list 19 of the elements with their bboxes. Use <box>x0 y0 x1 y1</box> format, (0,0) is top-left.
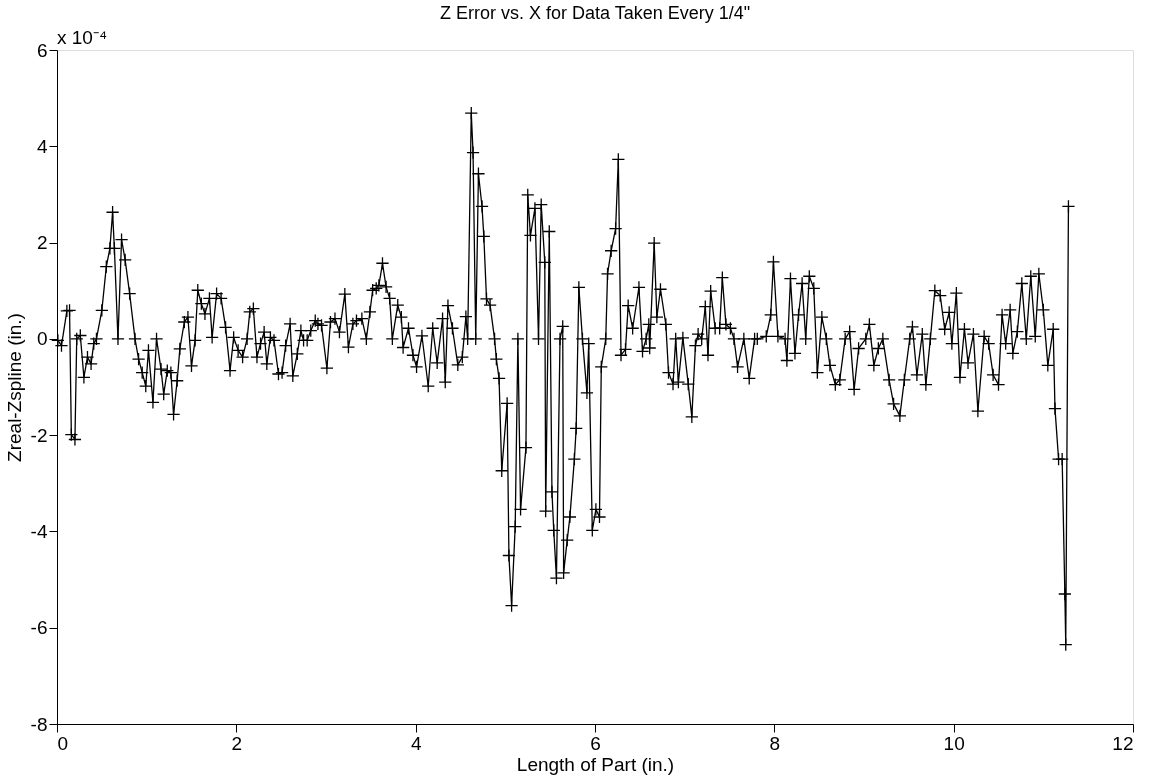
x-tick-label: 6 <box>590 732 601 754</box>
chart-title: Z Error vs. X for Data Taken Every 1/4" <box>439 3 751 23</box>
y-tick-label: -2 <box>30 424 48 446</box>
y-tick-label: 0 <box>36 328 48 350</box>
y-tick-label: -8 <box>30 713 48 735</box>
y-tick-label: 6 <box>36 39 48 61</box>
y-tick-label: 4 <box>36 135 48 157</box>
x-tick-label: 0 <box>57 732 69 754</box>
y-axis-title: Zreal-Zspline (in.) <box>3 313 25 462</box>
x-tick-label: 12 <box>1112 732 1134 754</box>
text: x 10⁻⁴ <box>57 27 108 48</box>
y-tick-label: -4 <box>30 520 48 542</box>
x-tick-label: 2 <box>231 732 243 754</box>
x-axis-title: Length of Part (in.) <box>516 753 675 775</box>
x-tick-label: 4 <box>410 732 422 754</box>
x-tick-label: 8 <box>769 732 781 754</box>
y-tick-label: -6 <box>30 617 48 639</box>
x-tick-label: 10 <box>943 732 965 754</box>
y-tick-label: 2 <box>36 232 48 254</box>
